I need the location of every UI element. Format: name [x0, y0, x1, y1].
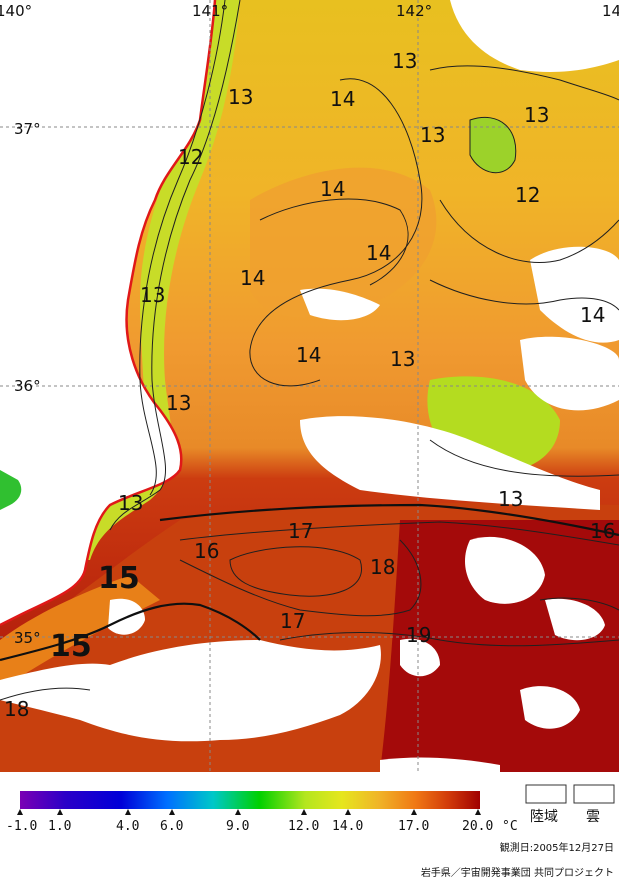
inland-lake	[0, 470, 22, 510]
observation-date: 観測日:2005年12月27日	[500, 841, 614, 854]
isotherm-label: 16	[590, 519, 615, 543]
isotherm-label: 15	[98, 561, 140, 596]
longitude-label: 140°	[0, 2, 32, 20]
isotherm-label: 13	[524, 103, 549, 127]
coordinate-labels: 140° 141° 142° 143 37° 36° 35°	[0, 2, 619, 647]
land-swatch	[525, 784, 567, 804]
isotherm-label: 14	[580, 303, 605, 327]
isotherm-label: 13	[228, 85, 253, 109]
colorbar-tick-label: 1.0	[48, 819, 71, 834]
colorbar-tick-label: 20.0	[462, 819, 493, 834]
colorbar-tick-label: 14.0	[332, 819, 363, 834]
isotherm-label: 13	[166, 391, 191, 415]
cold-patch-northeast	[470, 117, 516, 173]
colorbar-tick-label: 17.0	[398, 819, 429, 834]
isotherm-label: 14	[296, 343, 321, 367]
longitude-label: 141°	[192, 2, 228, 20]
cloud-legend-label: 雲	[586, 809, 600, 825]
temperature-unit: °C	[502, 819, 518, 834]
colorbar-tick-label: -1.0	[6, 819, 37, 834]
cloud-swatch	[573, 784, 615, 804]
land-honshu	[0, 0, 215, 625]
longitude-label: 142°	[396, 2, 432, 20]
isotherm-contours	[0, 0, 619, 701]
isotherm-label: 13	[140, 283, 165, 307]
land-legend-label: 陸域	[530, 809, 558, 825]
credit-text: 岩手県／宇宙開発事業団 共同プロジェクト	[421, 866, 614, 879]
isotherm-label: 13	[390, 347, 415, 371]
longitude-label: 143	[602, 2, 619, 20]
colorbar-ticks	[17, 809, 481, 815]
cold-coastal-band	[60, 0, 240, 560]
isotherm-label: 12	[515, 183, 540, 207]
isotherm-label: 18	[370, 555, 395, 579]
isotherm-label: 14	[320, 177, 345, 201]
latitude-label: 35°	[14, 629, 41, 647]
isotherm-label: 13	[118, 491, 143, 515]
colorbar	[20, 791, 480, 809]
latitude-label: 37°	[14, 120, 41, 138]
colorbar-tick-label: 12.0	[288, 819, 319, 834]
isotherm-label: 15	[50, 629, 92, 664]
colorbar-tick-label: 6.0	[160, 819, 183, 834]
latitude-label: 36°	[14, 377, 41, 395]
isotherm-label: 18	[4, 697, 29, 721]
legend: -1.0 1.0 4.0 6.0 9.0 12.0 14.0 17.0 20.0…	[6, 784, 615, 834]
colorbar-tick-label: 9.0	[226, 819, 249, 834]
isotherm-label: 13	[498, 487, 523, 511]
isotherm-label: 14	[366, 241, 391, 265]
isotherm-label: 17	[280, 609, 305, 633]
isotherm-label: 14	[240, 266, 265, 290]
isotherm-label: 12	[178, 145, 203, 169]
isotherm-label: 17	[288, 519, 313, 543]
isotherm-label: 16	[194, 539, 219, 563]
warm-core-region	[250, 167, 437, 318]
isotherm-label: 19	[406, 623, 431, 647]
colorbar-tick-label: 4.0	[116, 819, 139, 834]
coastline	[0, 0, 217, 627]
isotherm-labels: 13 14 13 13 13 12 14 12 14 14 13 14 14 1…	[4, 49, 615, 721]
cloud-cover	[0, 0, 619, 772]
isotherm-label: 13	[420, 123, 445, 147]
isotherm-label: 14	[330, 87, 355, 111]
isotherm-label: 13	[392, 49, 417, 73]
